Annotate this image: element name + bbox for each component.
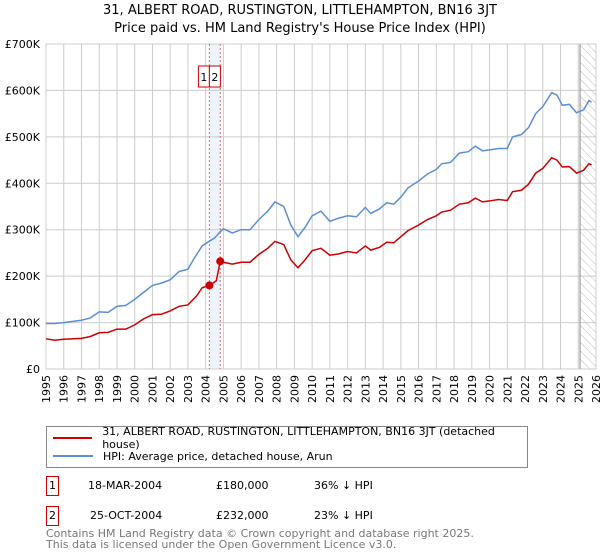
x-tick-label: 2025 [572, 375, 585, 403]
y-tick-label: £600K [5, 84, 41, 97]
transaction-badge: 2 [46, 506, 59, 526]
footer: Contains HM Land Registry data © Crown c… [46, 528, 474, 550]
x-tick-label: 1998 [93, 375, 106, 403]
forecast-hatch [580, 44, 596, 369]
transaction-badge: 1 [46, 476, 59, 496]
legend-item-hpi: HPI: Average price, detached house, Arun [53, 448, 333, 464]
sale-label-box [208, 65, 221, 88]
x-tick-label: 2016 [413, 375, 426, 403]
chart-title: 31, ALBERT ROAD, RUSTINGTON, LITTLEHAMPT… [103, 3, 497, 18]
plot-frame [45, 43, 597, 370]
legend: 31, ALBERT ROAD, RUSTINGTON, LITTLEHAMPT… [46, 425, 528, 468]
footer-licence: This data is licensed under the Open Gov… [46, 538, 397, 551]
y-tick-label: £100K [5, 317, 41, 330]
legend-swatch-hpi [53, 455, 93, 457]
transaction-hpi-diff: 23% ↓ HPI [314, 509, 373, 522]
legend-label-hpi: HPI: Average price, detached house, Arun [103, 449, 333, 463]
property-price-line [45, 156, 592, 341]
y-tick-label: £0 [26, 363, 40, 376]
x-tick-label: 2001 [146, 375, 159, 403]
chart-subtitle: Price paid vs. HM Land Registry's House … [114, 21, 486, 36]
y-tick-label: £700K [5, 38, 41, 51]
x-tick-label: 2023 [537, 375, 550, 403]
sale-point [216, 257, 225, 266]
x-tick-label: 2009 [288, 375, 301, 403]
transaction-date: 25-OCT-2004 [90, 509, 163, 522]
y-tick-label: £300K [5, 224, 41, 237]
x-tick-label: 2014 [377, 375, 390, 403]
price-chart: 1995 1996 1997 1998 1999 2000 2001 2002 2003 2004… [5, 38, 600, 403]
x-tick-label: 2019 [466, 375, 479, 403]
x-tick-label: 2020 [484, 375, 497, 403]
x-tick-label: 2017 [430, 375, 443, 403]
footer-copyright: Contains HM Land Registry data © Crown c… [46, 527, 474, 540]
legend-label-property: 31, ALBERT ROAD, RUSTINGTON, LITTLEHAMPT… [102, 425, 495, 451]
x-tick-label: 2021 [501, 375, 514, 403]
x-tick-label: 2024 [555, 375, 568, 403]
x-tick-label: 1995 [40, 375, 53, 403]
legend-item-property: 31, ALBERT ROAD, RUSTINGTON, LITTLEHAMPT… [53, 425, 527, 451]
y-tick-label: £200K [5, 270, 41, 283]
sale-label: 2 [211, 71, 218, 84]
y-tick-label: £400K [5, 177, 41, 190]
x-tick-label: 2002 [164, 375, 177, 403]
x-tick-label: 2007 [253, 375, 266, 403]
x-tick-label: 2013 [359, 375, 372, 403]
x-tick-label: 1997 [75, 375, 88, 403]
x-tick-label: 2012 [342, 375, 355, 403]
x-tick-label: 2015 [395, 375, 408, 403]
y-tick-label: £500K [5, 131, 41, 144]
x-tick-label: 2018 [448, 375, 461, 403]
transaction-price: £180,000 [216, 479, 269, 492]
transaction-price: £232,000 [216, 509, 269, 522]
sale-label: 1 [200, 71, 207, 84]
x-tick-label: 1996 [58, 375, 71, 403]
sale-point [205, 281, 214, 290]
sale-period-band [209, 44, 221, 369]
transaction-date: 18-MAR-2004 [88, 479, 163, 492]
x-tick-label: 2005 [217, 375, 230, 403]
x-tick-label: 2000 [129, 375, 142, 403]
x-tick-label: 2004 [200, 375, 213, 403]
x-tick-label: 2006 [235, 375, 248, 403]
x-tick-label: 1999 [111, 375, 124, 403]
x-tick-label: 2011 [324, 375, 337, 403]
x-tick-label: 2008 [271, 375, 284, 403]
legend-swatch-property [53, 437, 93, 439]
x-tick-label: 2003 [182, 375, 195, 403]
x-tick-label: 2010 [306, 375, 319, 403]
hpi-line [46, 91, 592, 325]
transaction-hpi-diff: 36% ↓ HPI [314, 479, 373, 492]
x-tick-label: 2026 [590, 375, 600, 403]
x-tick-label: 2022 [519, 375, 532, 403]
